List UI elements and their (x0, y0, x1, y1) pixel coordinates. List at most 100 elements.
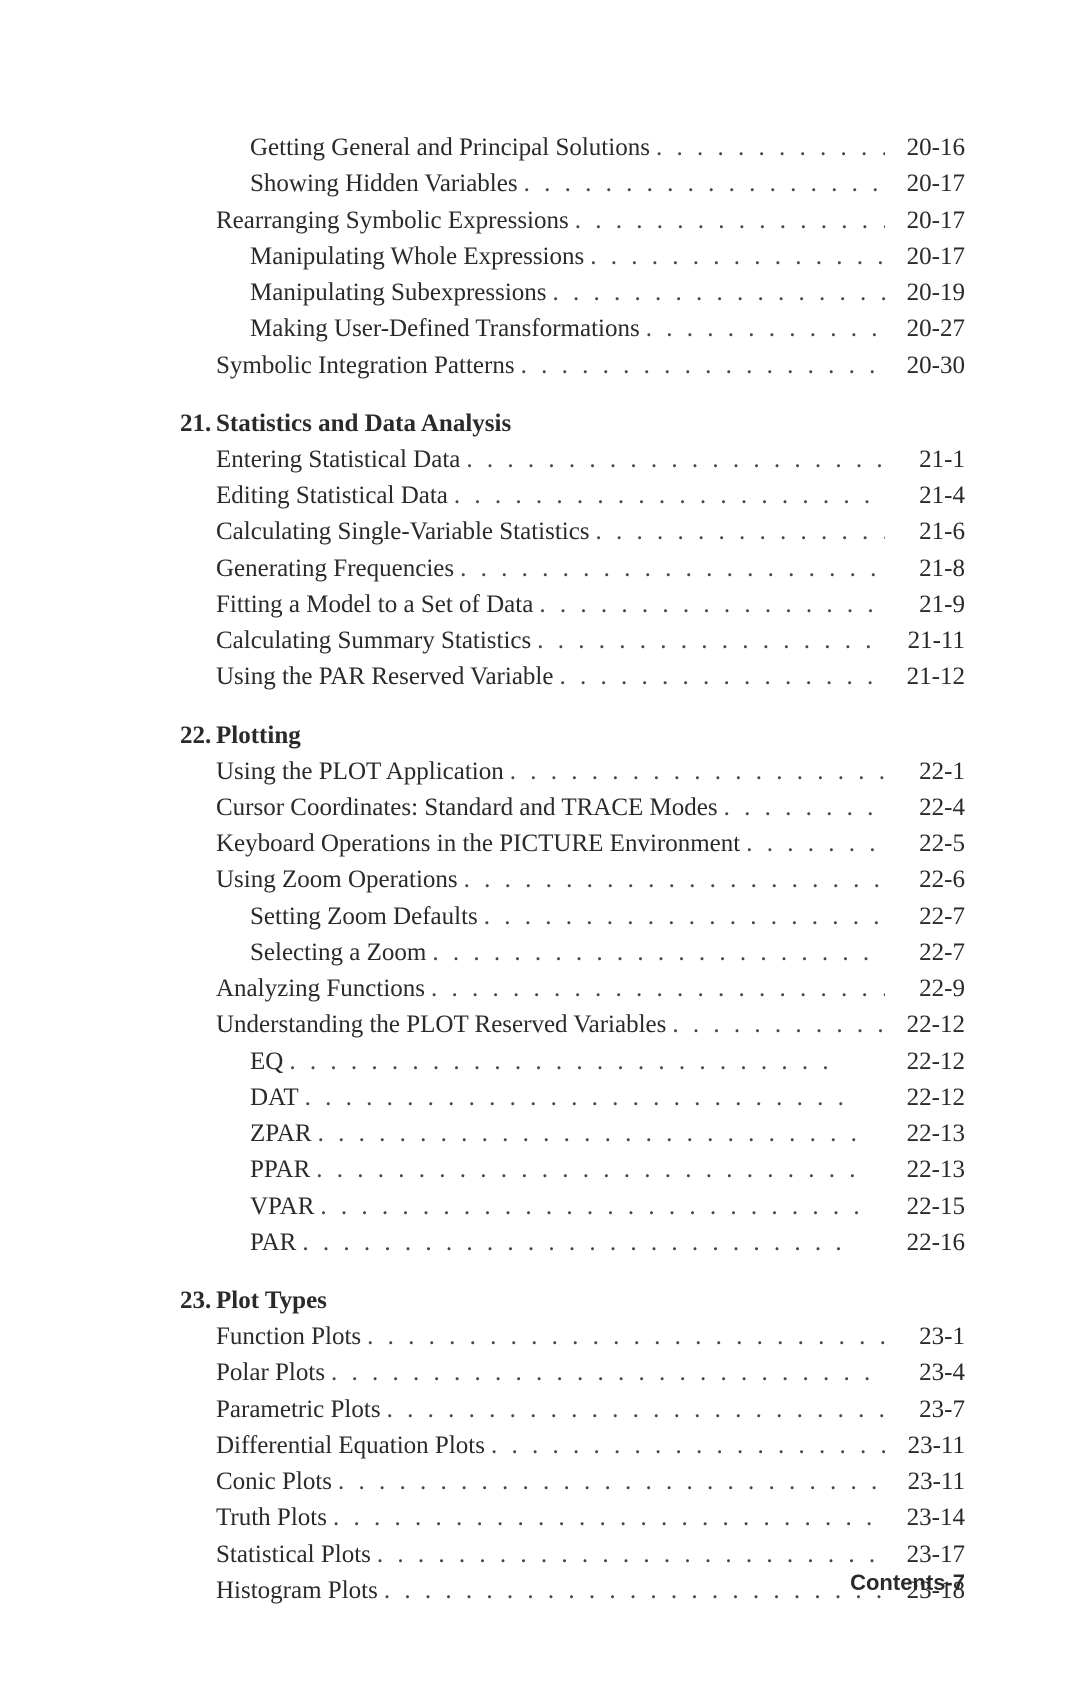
toc-entry: VPAR. . . . . . . . . . . . . . . . . . … (180, 1189, 965, 1225)
toc-leader-dots: . . . . . . . . . . . . . . . . . . . . … (327, 1500, 885, 1536)
section-heading: 23.Plot Types (180, 1287, 965, 1315)
toc-leader-dots: . . . . . . . . . . . . . . . . . . . . … (547, 275, 885, 311)
toc-entry-label: Manipulating Subexpressions (250, 275, 547, 311)
toc-entry-page: 21-8 (885, 551, 965, 587)
toc-entry: Using the PAR Reserved Variable. . . . .… (180, 659, 965, 695)
toc-entry: Using the PLOT Application. . . . . . . … (180, 754, 965, 790)
toc-entry-label: VPAR (250, 1189, 314, 1225)
toc-entry-page: 20-16 (885, 130, 965, 166)
toc-entry: Calculating Single-Variable Statistics. … (180, 514, 965, 550)
toc-entry-page: 22-6 (885, 862, 965, 898)
toc-leader-dots: . . . . . . . . . . . . . . . . . . . . … (312, 1116, 885, 1152)
toc-entry-label: Using the PAR Reserved Variable (216, 659, 553, 695)
toc-page: Getting General and Principal Solutions.… (0, 0, 1080, 1689)
toc-entry-label: Polar Plots (216, 1355, 325, 1391)
toc-leader-dots: . . . . . . . . . . . . . . . . . . . . … (314, 1189, 885, 1225)
toc-leader-dots: . . . . . . . . . . . . . . . . . . . . … (458, 862, 885, 898)
toc-entry-page: 22-7 (885, 935, 965, 971)
toc-entry-page: 22-12 (885, 1007, 965, 1043)
toc-leader-dots: . . . . . . . . . . . . . . . . . . . . … (640, 311, 885, 347)
toc-entry: Parametric Plots. . . . . . . . . . . . … (180, 1392, 965, 1428)
toc-entry-label: ZPAR (250, 1116, 312, 1152)
toc-entry: Symbolic Integration Patterns. . . . . .… (180, 348, 965, 384)
toc-entry-label: Using Zoom Operations (216, 862, 458, 898)
toc-entry: Statistical Plots. . . . . . . . . . . .… (180, 1537, 965, 1573)
toc-entry: Keyboard Operations in the PICTURE Envir… (180, 826, 965, 862)
toc-entry-label: PAR (250, 1225, 296, 1261)
toc-entry: Calculating Summary Statistics. . . . . … (180, 623, 965, 659)
toc-entry-page: 22-16 (885, 1225, 965, 1261)
toc-leader-dots: . . . . . . . . . . . . . . . . . . . . … (454, 551, 885, 587)
toc-entry-label: EQ (250, 1044, 283, 1080)
toc-entry-label: Parametric Plots (216, 1392, 381, 1428)
toc-entry-label: Understanding the PLOT Reserved Variable… (216, 1007, 666, 1043)
toc-leader-dots: . . . . . . . . . . . . . . . . . . . . … (332, 1464, 885, 1500)
toc-entry: Conic Plots. . . . . . . . . . . . . . .… (180, 1464, 965, 1500)
toc-leader-dots: . . . . . . . . . . . . . . . . . . . . … (718, 790, 885, 826)
toc-entry: Analyzing Functions. . . . . . . . . . .… (180, 971, 965, 1007)
toc-leader-dots: . . . . . . . . . . . . . . . . . . . . … (361, 1319, 885, 1355)
toc-entry-page: 20-17 (885, 239, 965, 275)
toc-entry-label: Manipulating Whole Expressions (250, 239, 584, 275)
toc-entry-label: Showing Hidden Variables (250, 166, 518, 202)
toc-entry: Histogram Plots. . . . . . . . . . . . .… (180, 1573, 965, 1609)
toc-entry-label: Setting Zoom Defaults (250, 899, 478, 935)
section-title: Plot Types (216, 1287, 327, 1315)
toc-entry: Cursor Coordinates: Standard and TRACE M… (180, 790, 965, 826)
toc-entry-page: 23-11 (885, 1428, 965, 1464)
toc-entry: Rearranging Symbolic Expressions. . . . … (180, 203, 965, 239)
toc-entry-page: 23-1 (885, 1319, 965, 1355)
section-number: 22. (180, 722, 216, 750)
toc-entry-page: 23-17 (885, 1537, 965, 1573)
toc-entry-label: Fitting a Model to a Set of Data (216, 587, 533, 623)
toc-leader-dots: . . . . . . . . . . . . . . . . . . . . … (378, 1573, 885, 1609)
toc-entry: Editing Statistical Data. . . . . . . . … (180, 478, 965, 514)
toc-leader-dots: . . . . . . . . . . . . . . . . . . . . … (485, 1428, 885, 1464)
toc-entry-label: Differential Equation Plots (216, 1428, 485, 1464)
toc-entry: EQ. . . . . . . . . . . . . . . . . . . … (180, 1044, 965, 1080)
toc-sections: 21.Statistics and Data Analysis Entering … (180, 410, 965, 1609)
toc-entry-page: 22-9 (885, 971, 965, 1007)
toc-entry-label: Calculating Summary Statistics (216, 623, 531, 659)
toc-entry-label: Statistical Plots (216, 1537, 371, 1573)
toc-entry-page: 22-13 (885, 1116, 965, 1152)
section-number: 23. (180, 1287, 216, 1315)
toc-leader-dots: . . . . . . . . . . . . . . . . . . . . … (553, 659, 885, 695)
toc-leader-dots: . . . . . . . . . . . . . . . . . . . . … (310, 1152, 885, 1188)
toc-entry: Polar Plots. . . . . . . . . . . . . . .… (180, 1355, 965, 1391)
toc-entry: Generating Frequencies. . . . . . . . . … (180, 551, 965, 587)
toc-entry-page: 21-4 (885, 478, 965, 514)
toc-entry-page: 20-27 (885, 311, 965, 347)
toc-entry: Truth Plots. . . . . . . . . . . . . . .… (180, 1500, 965, 1536)
toc-entry-label: Symbolic Integration Patterns (216, 348, 515, 384)
toc-leader-dots: . . . . . . . . . . . . . . . . . . . . … (531, 623, 885, 659)
toc-entry-label: DAT (250, 1080, 299, 1116)
toc-leader-dots: . . . . . . . . . . . . . . . . . . . . … (584, 239, 885, 275)
section-heading: 21.Statistics and Data Analysis (180, 410, 965, 438)
toc-leader-dots: . . . . . . . . . . . . . . . . . . . . … (518, 166, 885, 202)
toc-leader-dots: . . . . . . . . . . . . . . . . . . . . … (533, 587, 885, 623)
toc-leader-dots: . . . . . . . . . . . . . . . . . . . . … (590, 514, 885, 550)
toc-entry: Using Zoom Operations. . . . . . . . . .… (180, 862, 965, 898)
toc-entry: Entering Statistical Data. . . . . . . .… (180, 442, 965, 478)
toc-entry-page: 22-13 (885, 1152, 965, 1188)
toc-entry: Understanding the PLOT Reserved Variable… (180, 1007, 965, 1043)
toc-entry-page: 23-11 (885, 1464, 965, 1500)
toc-leader-dots: . . . . . . . . . . . . . . . . . . . . … (569, 203, 885, 239)
page-footer-label: Contents-7 (850, 1570, 965, 1596)
toc-entry: Making User-Defined Transformations. . .… (180, 311, 965, 347)
toc-entry-page: 22-12 (885, 1044, 965, 1080)
toc-entry-page: 22-5 (885, 826, 965, 862)
toc-entry-label: Conic Plots (216, 1464, 332, 1500)
toc-entry-page: 23-4 (885, 1355, 965, 1391)
toc-entry-label: Getting General and Principal Solutions (250, 130, 650, 166)
toc-entry-label: Keyboard Operations in the PICTURE Envir… (216, 826, 740, 862)
toc-entry-page: 20-30 (885, 348, 965, 384)
toc-entry-page: 23-7 (885, 1392, 965, 1428)
toc-entry-label: Analyzing Functions (216, 971, 425, 1007)
toc-leader-dots: . . . . . . . . . . . . . . . . . . . . … (325, 1355, 885, 1391)
toc-entry: Manipulating Whole Expressions. . . . . … (180, 239, 965, 275)
section-heading: 22.Plotting (180, 722, 965, 750)
toc-entry-page: 22-7 (885, 899, 965, 935)
toc-entry-page: 22-4 (885, 790, 965, 826)
